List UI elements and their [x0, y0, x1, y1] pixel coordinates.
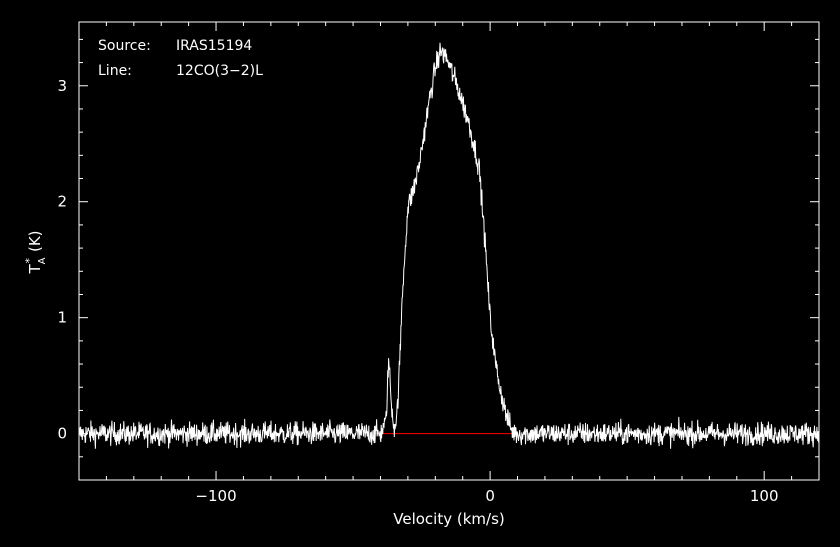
- y-tick-label: 1: [57, 309, 67, 327]
- x-tick-label: 0: [485, 487, 495, 505]
- y-tick-label: 0: [57, 425, 67, 443]
- y-tick-label: 3: [57, 77, 67, 95]
- source-value: IRAS15194: [176, 38, 252, 54]
- svg-text:TA*(K): TA*(K): [23, 230, 48, 274]
- source-label: Source:: [98, 38, 151, 54]
- line-value: 12CO(3−2)L: [176, 63, 263, 79]
- x-tick-label: 100: [750, 487, 779, 505]
- spectrum-line: [78, 42, 820, 449]
- x-axis-label: Velocity (km/s): [393, 510, 504, 528]
- x-tick-label: −100: [195, 487, 236, 505]
- plot-frame: [78, 21, 820, 481]
- axis-ticks: [78, 22, 820, 481]
- y-tick-label: 2: [57, 193, 67, 211]
- axis-tick-labels: −100 0 100 0 1 2 3: [57, 77, 778, 505]
- line-label: Line:: [98, 63, 132, 79]
- y-axis-label: TA*(K): [23, 230, 48, 274]
